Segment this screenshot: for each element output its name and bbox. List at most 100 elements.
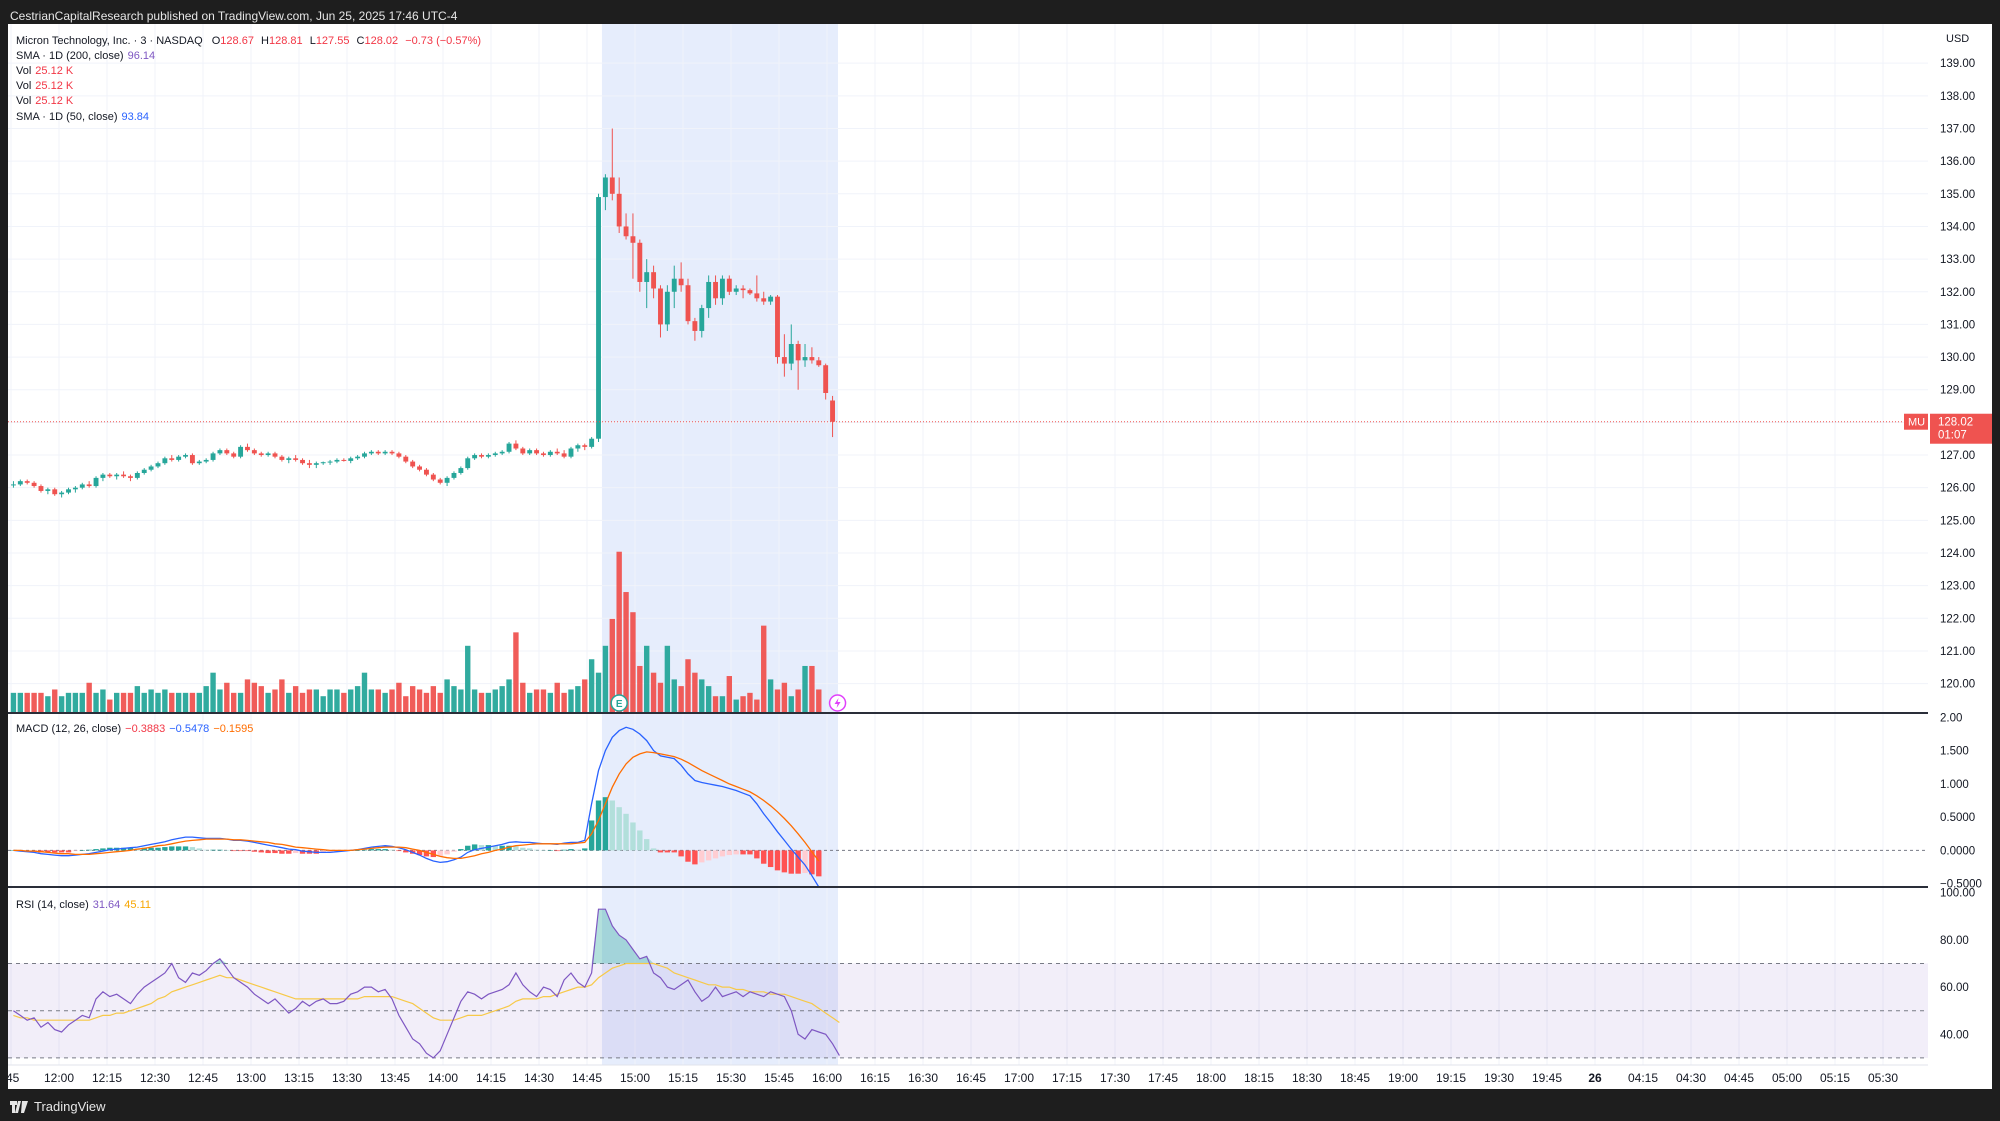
vol-legend-1[interactable]: Vol 25.12 K [16,65,73,77]
price-tick-label: 120.00 [1940,679,1975,691]
candle-body [541,453,546,456]
macd-label: MACD (12, 26, close) [16,723,122,735]
macd-histogram-bar [465,845,471,851]
macd-histogram-bar [251,850,258,852]
macd-histogram-bar [809,850,815,875]
macd-histogram-bar [726,850,732,856]
candle-body [685,285,691,322]
candle-body [279,456,285,460]
volume-bar [244,679,251,713]
macd-tick-label: 0.5000 [1940,812,1975,824]
candle-body [616,193,622,227]
volume-bar [747,692,753,713]
price-tick-label: 122.00 [1940,613,1975,625]
chart-canvas[interactable]: USD 139.00 138.00 137.00 136.00 135.00 134.00 1… [8,24,1992,1089]
macd-histogram-bar [100,848,106,851]
macd-histogram-bar [492,845,498,851]
volume-bar [127,692,134,713]
main-pane-bg [8,24,1992,1089]
time-tick-label: 17:00 [1004,1071,1034,1085]
candle-body [238,446,244,457]
time-tick-label: 18:00 [1196,1071,1226,1085]
candle-body [809,357,815,361]
volume-bar [217,689,223,713]
macd-histogram-bar [327,850,333,853]
macd-histogram-bar [231,850,237,852]
tradingview-logo[interactable]: TradingView [10,1099,106,1114]
candle-body [816,360,822,366]
macd-legend[interactable]: MACD (12, 26, close) −0.3883 −0.5478 −0.159… [16,723,253,735]
macd-histogram-bar [712,850,719,859]
price-tag-countdown: 01:07 [1938,430,1967,442]
price-tick-label: 130.00 [1940,352,1975,364]
price-tick-label: 131.00 [1940,319,1975,331]
volume-bar [699,679,705,713]
time-axis[interactable]: :45 12:00 12:15 12:30 12:45 13:00 13:15 13:30 13… [8,1071,1898,1085]
macd-histogram-bar [685,850,691,862]
macd-histogram-bar [148,847,154,851]
volume-bar [809,665,815,713]
vol-legend-3[interactable]: Vol 25.12 K [16,95,73,107]
candle-body [417,466,422,470]
volume-bar [602,645,609,713]
candle-body [176,456,182,460]
volume-bar [196,692,202,713]
vol-legend-2[interactable]: Vol 25.12 K [16,80,73,92]
candle-body [52,489,58,495]
rsi-tick-label: 80.00 [1940,935,1969,947]
time-tick-label: 12:15 [92,1071,122,1085]
macd-histogram-bar [795,850,801,874]
candle-body [747,290,753,294]
o-value: 128.67 [220,35,254,47]
sma50-value: 93.84 [121,111,150,123]
macd-histogram-bar [781,850,788,873]
macd-histogram-bar [382,849,388,851]
brand-text: TradingView [34,1099,106,1114]
time-tick-label: 16:45 [956,1071,986,1085]
time-tick-label: 13:00 [236,1071,266,1085]
macd-histogram-bar [520,847,526,851]
candle-body [740,288,746,291]
macd-tick-label: 0.0000 [1940,845,1975,857]
macd-histogram-bar [733,850,739,855]
candle-body [341,459,347,461]
publish-text: CestrianCapitalResearch published on Tra… [10,9,458,23]
sma200-value: 96.14 [127,50,156,62]
candle-body [561,453,567,457]
sma200-legend[interactable]: SMA · 1D (200, close) 96.14 [16,50,155,62]
volume-bar [286,692,292,713]
volume-bar [781,682,788,713]
price-axis[interactable]: USD 139.00 138.00 137.00 136.00 135.00 134.00 1… [1904,24,1992,1089]
candle-body [664,291,670,325]
sma50-label: SMA · 1D (50, close) [16,111,118,123]
macd-histogram-bar [58,850,65,853]
grid-lines [8,24,1928,1065]
candle-body [609,177,615,194]
macd-histogram-bar [554,850,560,852]
volume-bar [458,689,464,713]
candle-body [589,438,595,447]
volume-bar [582,679,588,713]
candle-body [272,453,278,457]
sma50-legend[interactable]: SMA · 1D (50, close) 93.84 [16,111,149,123]
volume-bar [499,686,505,713]
symbol-legend[interactable]: Micron Technology, Inc. · 3 · NASDAQ O12… [16,35,481,47]
volume-bar [733,699,739,713]
candle-body [506,443,512,452]
macd-histogram-bar [141,847,147,851]
macd-histogram-bar [788,850,794,874]
price-tick-label: 134.00 [1940,221,1975,233]
volume-bars [10,551,822,713]
rsi-legend[interactable]: RSI (14, close) 31.64 45.11 [16,899,151,911]
macd-histogram-bar [265,850,271,854]
volume-bar [141,692,147,713]
rsi-label: RSI (14, close) [16,899,89,911]
time-tick-label: 16:00 [812,1071,842,1085]
event-markers[interactable]: E [610,694,847,712]
volume-bar [169,692,175,713]
price-tick-label: 121.00 [1940,646,1975,658]
macd-histogram-bar [471,844,478,851]
candle-body [86,484,92,487]
volume-bar [120,692,127,713]
macd-histogram-bar [533,849,540,851]
